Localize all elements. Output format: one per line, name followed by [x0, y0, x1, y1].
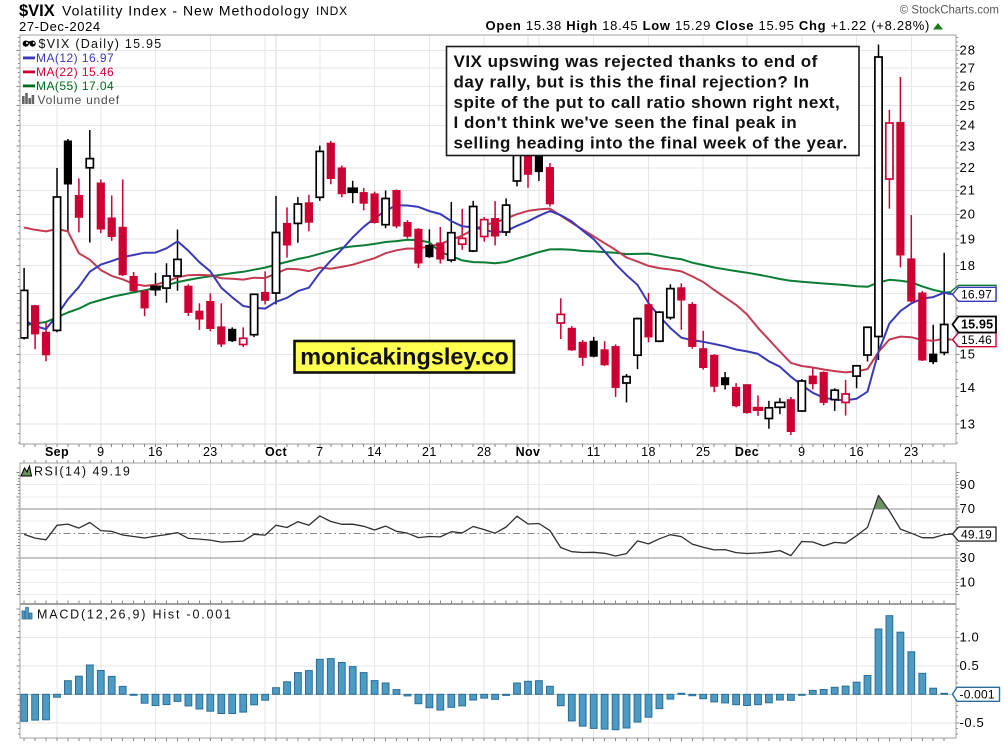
svg-text:19: 19	[960, 231, 976, 246]
svg-text:23: 23	[904, 445, 919, 459]
svg-text:23: 23	[960, 138, 976, 153]
svg-text:VIX upswing was rejected thank: VIX upswing was rejected thanks to end o…	[454, 52, 818, 71]
svg-text:1.0: 1.0	[960, 630, 980, 645]
svg-text:30: 30	[960, 550, 976, 565]
svg-text:$VIX (Daily) 15.95: $VIX (Daily) 15.95	[39, 37, 163, 51]
svg-text:25: 25	[696, 445, 711, 459]
svg-text:21: 21	[422, 445, 437, 459]
svg-text:16: 16	[849, 445, 864, 459]
svg-text:21: 21	[960, 183, 976, 198]
svg-text:0.5: 0.5	[960, 658, 980, 673]
svg-text:26: 26	[960, 79, 976, 94]
svg-text:16.97: 16.97	[961, 288, 992, 302]
svg-text:27: 27	[960, 60, 976, 75]
svg-text:9: 9	[798, 445, 805, 459]
svg-text:22: 22	[960, 160, 976, 175]
svg-text:MA(22) 15.46: MA(22) 15.46	[36, 65, 114, 79]
svg-text:15.46: 15.46	[961, 333, 992, 347]
svg-text:49.19: 49.19	[961, 527, 992, 541]
svg-text:monicakingsley.co: monicakingsley.co	[300, 344, 509, 370]
svg-text:16: 16	[148, 445, 163, 459]
svg-text:27-Dec-2024: 27-Dec-2024	[19, 19, 101, 34]
svg-text:RSI(14) 49.19: RSI(14) 49.19	[34, 465, 131, 479]
svg-text:Volume undef: Volume undef	[38, 93, 120, 107]
svg-text:Nov: Nov	[516, 445, 541, 459]
svg-text:day rally, but is this the fin: day rally, but is this the final rejecti…	[454, 72, 810, 91]
svg-text:28: 28	[960, 43, 976, 58]
svg-text:14: 14	[367, 445, 382, 459]
svg-text:© StockCharts.com: © StockCharts.com	[900, 5, 999, 17]
svg-text:Dec: Dec	[735, 445, 759, 459]
svg-text:20: 20	[960, 207, 976, 222]
svg-text:MA(12) 16.97: MA(12) 16.97	[36, 51, 114, 65]
svg-text:25: 25	[960, 98, 976, 113]
svg-text:11: 11	[587, 445, 601, 459]
svg-text:Oct: Oct	[265, 445, 287, 459]
svg-text:Sep: Sep	[45, 445, 69, 459]
svg-text:selling heading into the final: selling heading into the final week of t…	[454, 134, 848, 153]
svg-text:MA(55) 17.04: MA(55) 17.04	[36, 79, 114, 93]
svg-text:-0.001: -0.001	[960, 688, 995, 702]
svg-text:15.95: 15.95	[961, 318, 993, 332]
svg-text:18: 18	[641, 445, 656, 459]
svg-text:I don't think we've seen the f: I don't think we've seen the final peak …	[454, 113, 798, 132]
svg-text:15: 15	[960, 347, 976, 362]
svg-text:13: 13	[960, 416, 976, 431]
svg-text:90: 90	[960, 477, 976, 492]
svg-text:spite of the put to call ratio: spite of the put to call ratio shown rig…	[454, 93, 841, 112]
svg-text:INDX: INDX	[316, 4, 348, 18]
svg-text:23: 23	[203, 445, 218, 459]
svg-text:Volatility Index - New Methodo: Volatility Index - New Methodology	[62, 3, 310, 19]
svg-text:18: 18	[960, 258, 976, 273]
svg-text:-0.5: -0.5	[960, 715, 985, 730]
svg-text:$VIX: $VIX	[19, 2, 55, 20]
svg-text:10: 10	[960, 575, 976, 590]
svg-text:70: 70	[960, 501, 976, 516]
svg-text:7: 7	[316, 445, 323, 459]
svg-text:28: 28	[477, 445, 492, 459]
svg-text:MACD(12,26,9) Hist -0.001: MACD(12,26,9) Hist -0.001	[37, 608, 233, 622]
svg-text:14: 14	[960, 380, 976, 395]
svg-text:Open 15.38 High 18.45 Low 15.2: Open 15.38 High 18.45 Low 15.29 Close 15…	[486, 18, 930, 33]
svg-text:24: 24	[960, 118, 976, 133]
svg-text:9: 9	[97, 445, 104, 459]
